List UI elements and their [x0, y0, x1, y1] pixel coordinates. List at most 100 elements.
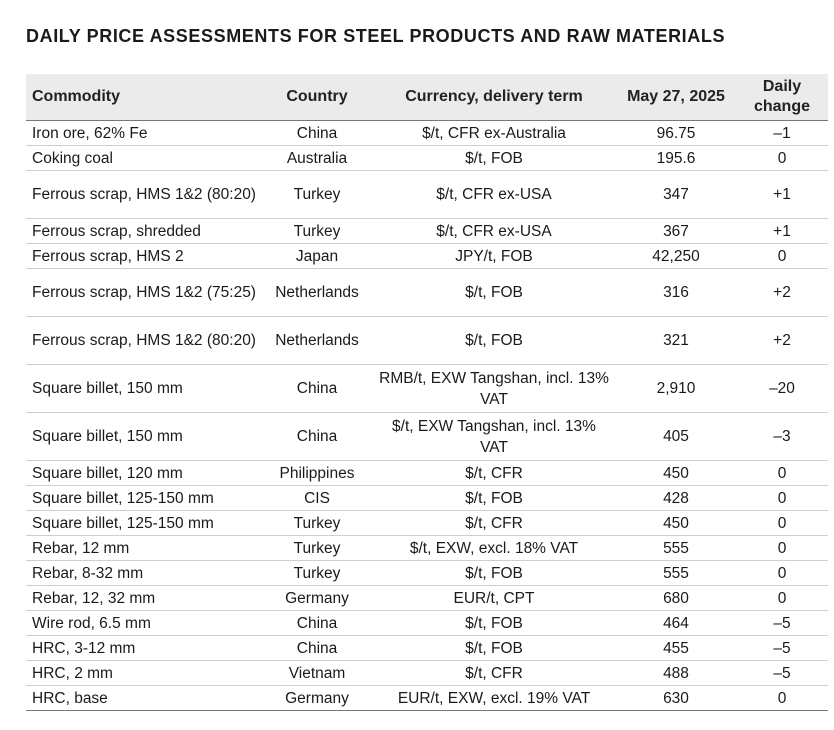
- cell-country: Netherlands: [262, 316, 372, 365]
- price-table: Commodity Country Currency, delivery ter…: [26, 74, 828, 711]
- cell-country: Vietnam: [262, 660, 372, 686]
- cell-price: 195.6: [616, 145, 736, 171]
- cell-country: Turkey: [262, 560, 372, 586]
- cell-price: 428: [616, 485, 736, 511]
- cell-term: $/t, FOB: [372, 610, 616, 636]
- cell-commodity: Wire rod, 6.5 mm: [26, 610, 262, 636]
- header-change-line1: Daily: [762, 78, 802, 95]
- cell-price: 2,910: [616, 364, 736, 413]
- cell-country: China: [262, 120, 372, 146]
- table-row: Wire rod, 6.5 mm China $/t, FOB 464 –5: [26, 610, 828, 636]
- cell-commodity: Ferrous scrap, HMS 1&2 (80:20): [26, 170, 262, 219]
- cell-commodity: Ferrous scrap, shredded: [26, 218, 262, 244]
- cell-commodity: Iron ore, 62% Fe: [26, 120, 262, 146]
- cell-commodity: HRC, base: [26, 685, 262, 711]
- cell-term: $/t, FOB: [372, 316, 616, 365]
- cell-change: –5: [736, 610, 828, 636]
- table-row: Square billet, 125-150 mm CIS $/t, FOB 4…: [26, 485, 828, 511]
- cell-price: 42,250: [616, 243, 736, 269]
- table-row: Coking coal Australia $/t, FOB 195.6 0: [26, 145, 828, 171]
- cell-commodity: Square billet, 150 mm: [26, 412, 262, 461]
- cell-country: Japan: [262, 243, 372, 269]
- cell-price: 555: [616, 560, 736, 586]
- cell-change: –1: [736, 120, 828, 146]
- cell-change: 0: [736, 685, 828, 711]
- cell-change: 0: [736, 560, 828, 586]
- cell-commodity: HRC, 2 mm: [26, 660, 262, 686]
- header-commodity: Commodity: [26, 74, 262, 121]
- cell-commodity: Rebar, 12, 32 mm: [26, 585, 262, 611]
- cell-term: $/t, CFR ex-USA: [372, 218, 616, 244]
- cell-price: 555: [616, 535, 736, 561]
- cell-change: 0: [736, 510, 828, 536]
- cell-term: EUR/t, CPT: [372, 585, 616, 611]
- cell-country: China: [262, 412, 372, 461]
- cell-commodity: Ferrous scrap, HMS 1&2 (75:25): [26, 268, 262, 317]
- cell-price: 680: [616, 585, 736, 611]
- table-row: HRC, 2 mm Vietnam $/t, CFR 488 –5: [26, 660, 828, 686]
- cell-term: $/t, FOB: [372, 485, 616, 511]
- cell-price: 367: [616, 218, 736, 244]
- table-row: Rebar, 8-32 mm Turkey $/t, FOB 555 0: [26, 560, 828, 586]
- cell-country: CIS: [262, 485, 372, 511]
- cell-term: $/t, CFR ex-Australia: [372, 120, 616, 146]
- cell-country: Germany: [262, 685, 372, 711]
- cell-term: $/t, CFR: [372, 660, 616, 686]
- header-date: May 27, 2025: [616, 74, 736, 121]
- table-row: Rebar, 12, 32 mm Germany EUR/t, CPT 680 …: [26, 585, 828, 611]
- cell-commodity: Square billet, 150 mm: [26, 364, 262, 413]
- table-row: Iron ore, 62% Fe China $/t, CFR ex-Austr…: [26, 120, 828, 146]
- cell-commodity: Square billet, 120 mm: [26, 460, 262, 486]
- cell-price: 347: [616, 170, 736, 219]
- table-row: Square billet, 150 mm China $/t, EXW Tan…: [26, 412, 828, 461]
- cell-change: –20: [736, 364, 828, 413]
- cell-change: 0: [736, 243, 828, 269]
- cell-change: +2: [736, 268, 828, 317]
- cell-country: China: [262, 364, 372, 413]
- table-row: Rebar, 12 mm Turkey $/t, EXW, excl. 18% …: [26, 535, 828, 561]
- cell-term: $/t, FOB: [372, 635, 616, 661]
- cell-change: –3: [736, 412, 828, 461]
- header-country: Country: [262, 74, 372, 121]
- table-row: Ferrous scrap, HMS 1&2 (80:20) Turkey $/…: [26, 170, 828, 219]
- cell-change: –5: [736, 660, 828, 686]
- table-row: Ferrous scrap, shredded Turkey $/t, CFR …: [26, 218, 828, 244]
- cell-country: China: [262, 635, 372, 661]
- cell-commodity: Square billet, 125-150 mm: [26, 485, 262, 511]
- table-body: Iron ore, 62% Fe China $/t, CFR ex-Austr…: [26, 120, 828, 711]
- cell-commodity: Ferrous scrap, HMS 1&2 (80:20): [26, 316, 262, 365]
- cell-country: Germany: [262, 585, 372, 611]
- table-row: Square billet, 120 mm Philippines $/t, C…: [26, 460, 828, 486]
- cell-country: Turkey: [262, 510, 372, 536]
- table-row: HRC, 3-12 mm China $/t, FOB 455 –5: [26, 635, 828, 661]
- header-row: Commodity Country Currency, delivery ter…: [26, 74, 828, 121]
- page-title: DAILY PRICE ASSESSMENTS FOR STEEL PRODUC…: [26, 26, 726, 46]
- header-change-line2: change: [753, 98, 810, 115]
- cell-commodity: Coking coal: [26, 145, 262, 171]
- cell-price: 316: [616, 268, 736, 317]
- cell-price: 321: [616, 316, 736, 365]
- cell-term: RMB/t, EXW Tangshan, incl. 13% VAT: [372, 364, 616, 413]
- cell-change: +1: [736, 218, 828, 244]
- cell-price: 630: [616, 685, 736, 711]
- table-row: HRC, base Germany EUR/t, EXW, excl. 19% …: [26, 685, 828, 711]
- table-row: Square billet, 125-150 mm Turkey $/t, CF…: [26, 510, 828, 536]
- cell-change: 0: [736, 460, 828, 486]
- table-row: Square billet, 150 mm China RMB/t, EXW T…: [26, 364, 828, 413]
- cell-commodity: Ferrous scrap, HMS 2: [26, 243, 262, 269]
- table-header: Commodity Country Currency, delivery ter…: [26, 74, 828, 121]
- cell-price: 455: [616, 635, 736, 661]
- cell-term: $/t, CFR ex-USA: [372, 170, 616, 219]
- cell-change: 0: [736, 535, 828, 561]
- cell-price: 464: [616, 610, 736, 636]
- table-row: Ferrous scrap, HMS 2 Japan JPY/t, FOB 42…: [26, 243, 828, 269]
- cell-country: Philippines: [262, 460, 372, 486]
- cell-country: Australia: [262, 145, 372, 171]
- cell-country: Turkey: [262, 170, 372, 219]
- cell-change: 0: [736, 145, 828, 171]
- cell-commodity: HRC, 3-12 mm: [26, 635, 262, 661]
- cell-term: $/t, FOB: [372, 560, 616, 586]
- cell-price: 488: [616, 660, 736, 686]
- cell-country: Turkey: [262, 218, 372, 244]
- header-term: Currency, delivery term: [372, 74, 616, 121]
